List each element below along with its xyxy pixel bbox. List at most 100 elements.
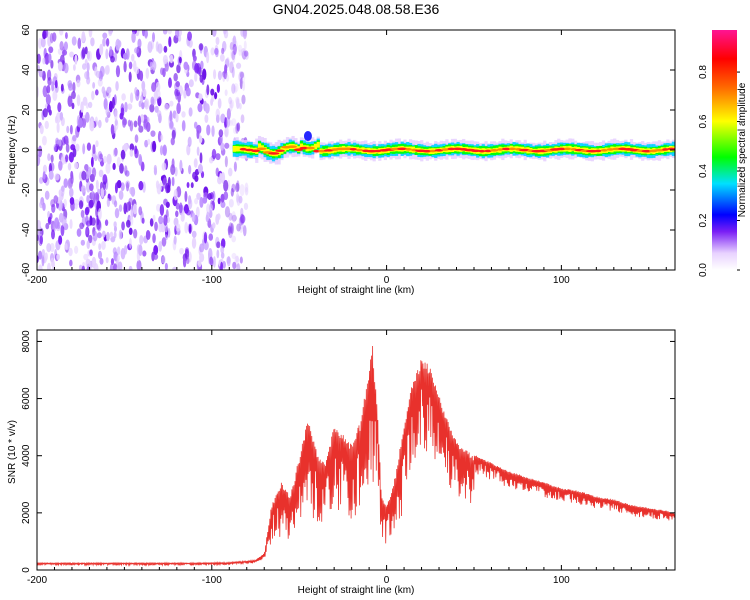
spectrogram-noise-cell: [233, 161, 237, 172]
spectrogram-noise-cell: [84, 206, 90, 216]
spectrogram-noise-cell: [142, 250, 147, 257]
spectrogram-noise-cell: [158, 215, 164, 225]
spectrogram-noise-cell: [236, 180, 240, 192]
spectrogram-noise-cell: [224, 89, 228, 96]
spectrogram-noise-cell: [39, 124, 44, 135]
spectrogram-noise-cell: [69, 124, 73, 135]
spectrogram-noise-cell: [202, 196, 208, 204]
spectrogram-noise-cell: [183, 61, 189, 70]
spectrogram-noise-cell: [167, 30, 172, 35]
spectrogram-noise-cell: [169, 110, 173, 122]
spectrogram-noise-cell: [229, 100, 233, 112]
spectrogram-noise-cell: [177, 35, 182, 42]
spectrogram-noise-cell: [112, 263, 118, 270]
spectrogram-noise-cell: [223, 30, 229, 39]
spectrogram-noise-cell: [110, 124, 115, 136]
spectrogram-noise-cell: [152, 140, 157, 153]
spectrogram-noise-cell: [125, 181, 130, 192]
spectrogram-noise-cell: [56, 122, 60, 134]
spectrogram-noise-cell: [239, 71, 245, 79]
spectrogram-noise-cell: [97, 208, 102, 220]
spectrogram-peak-cell: [489, 149, 499, 152]
spectrogram-noise-cell: [173, 235, 177, 245]
spectrogram-noise-cell: [65, 139, 69, 146]
spectrogram-noise-cell: [58, 212, 64, 223]
spectrogram-noise-cell: [143, 30, 148, 38]
spectrogram-noise-cell: [232, 127, 238, 135]
spectrogram-noise-cell: [57, 102, 62, 113]
spectrogram-noise-cell: [42, 108, 48, 118]
spectrogram-noise-cell: [38, 264, 43, 270]
spectrogram-noise-cell: [158, 241, 163, 252]
spectrogram-noise-cell: [129, 149, 134, 157]
spectrogram-noise-cell: [231, 252, 237, 260]
spectrogram-noise-cell: [106, 86, 112, 94]
spectrogram-band-cell: [277, 149, 281, 156]
spectrogram-noise-cell: [147, 138, 151, 145]
spectrogram-noise-cell: [210, 88, 215, 96]
spectrogram-noise-cell: [198, 135, 203, 144]
spectrogram-noise-cell: [192, 55, 197, 62]
spectrogram-noise-cell: [108, 30, 113, 37]
spectrogram-noise-cell: [181, 120, 186, 132]
spectrogram-noise-cell: [84, 163, 89, 171]
spectrogram-noise-cell: [175, 223, 181, 232]
spectrogram-peak-cell: [349, 147, 358, 151]
spectrogram-peak-cell: [653, 148, 666, 152]
spectrogram-noise-cell: [242, 30, 248, 39]
spectrogram-peak-cell: [421, 149, 432, 153]
spectrogram-noise-cell: [181, 111, 186, 118]
spectrogram-noise-cell: [134, 134, 139, 143]
spectrogram-noise-cell: [204, 114, 209, 123]
spectrogram-noise-cell: [102, 32, 108, 39]
spectrogram-noise-cell: [68, 247, 73, 257]
spectrogram-noise-cell: [231, 235, 237, 243]
spectrogram-noise-cell: [114, 182, 118, 194]
spectrogram-noise-cell: [71, 36, 77, 46]
spectrogram-band-cell: [303, 131, 312, 141]
spectrogram-noise-cell: [130, 186, 136, 197]
spectrogram-noise-cell: [220, 113, 226, 124]
snr-x-tick-label: -100: [202, 575, 222, 586]
spectrogram-noise-cell: [239, 222, 245, 230]
spectrogram-noise-cell: [219, 135, 223, 144]
spectrogram-noise-cell: [231, 214, 237, 222]
spectrogram-noise-cell: [226, 108, 231, 120]
spectrogram-noise-cell: [90, 118, 94, 128]
spectrogram-noise-cell: [171, 176, 175, 187]
spectrogram-noise-cell: [97, 250, 103, 260]
spectrogram-noise-cell: [64, 154, 69, 163]
spectrogram-noise-cell: [123, 60, 127, 73]
spectrogram-noise-cell: [161, 255, 166, 265]
spectrogram-noise-cell: [61, 136, 66, 146]
spectrogram-noise-cell: [104, 219, 109, 227]
spectrogram-noise-cell: [193, 158, 198, 168]
colorbar-tick-label: 0.2: [698, 213, 709, 227]
spectrogram-noise-cell: [182, 255, 187, 268]
spectrogram-noise-cell: [94, 154, 98, 162]
spectrogram-peak-cell: [268, 152, 280, 155]
spectrogram-noise-cell: [150, 130, 156, 137]
spectrogram-noise-cell: [179, 159, 183, 172]
spectrogram-x-tick-label: -200: [27, 275, 47, 286]
spectrogram-noise-cell: [172, 266, 178, 270]
spectrogram-noise-cell: [232, 35, 237, 47]
colorbar-tick-label: 0.0: [698, 263, 709, 277]
spectrogram-noise-cell: [76, 228, 82, 237]
spectrogram-noise-cell: [60, 83, 64, 92]
spectrogram-noise-cell: [220, 246, 225, 254]
spectrogram-peak-cell: [484, 149, 492, 153]
spectrogram-noise-cell: [161, 162, 167, 171]
spectrogram-noise-cell: [113, 231, 117, 239]
spectrogram-peak-cell: [497, 148, 504, 151]
spectrogram-noise-cell: [81, 47, 86, 59]
spectrogram-noise-cell: [98, 243, 102, 251]
spectrogram-peak-cell: [612, 147, 621, 151]
spectrogram-peak-cell: [470, 149, 481, 153]
snr-frame: [36, 329, 676, 571]
spectrogram-noise-cell: [81, 170, 87, 181]
spectrogram-noise-cell: [139, 70, 144, 82]
spectrogram-noise-cell: [175, 202, 180, 210]
spectrogram-noise-cell: [99, 257, 104, 265]
spectrogram-noise-cell: [219, 172, 223, 180]
